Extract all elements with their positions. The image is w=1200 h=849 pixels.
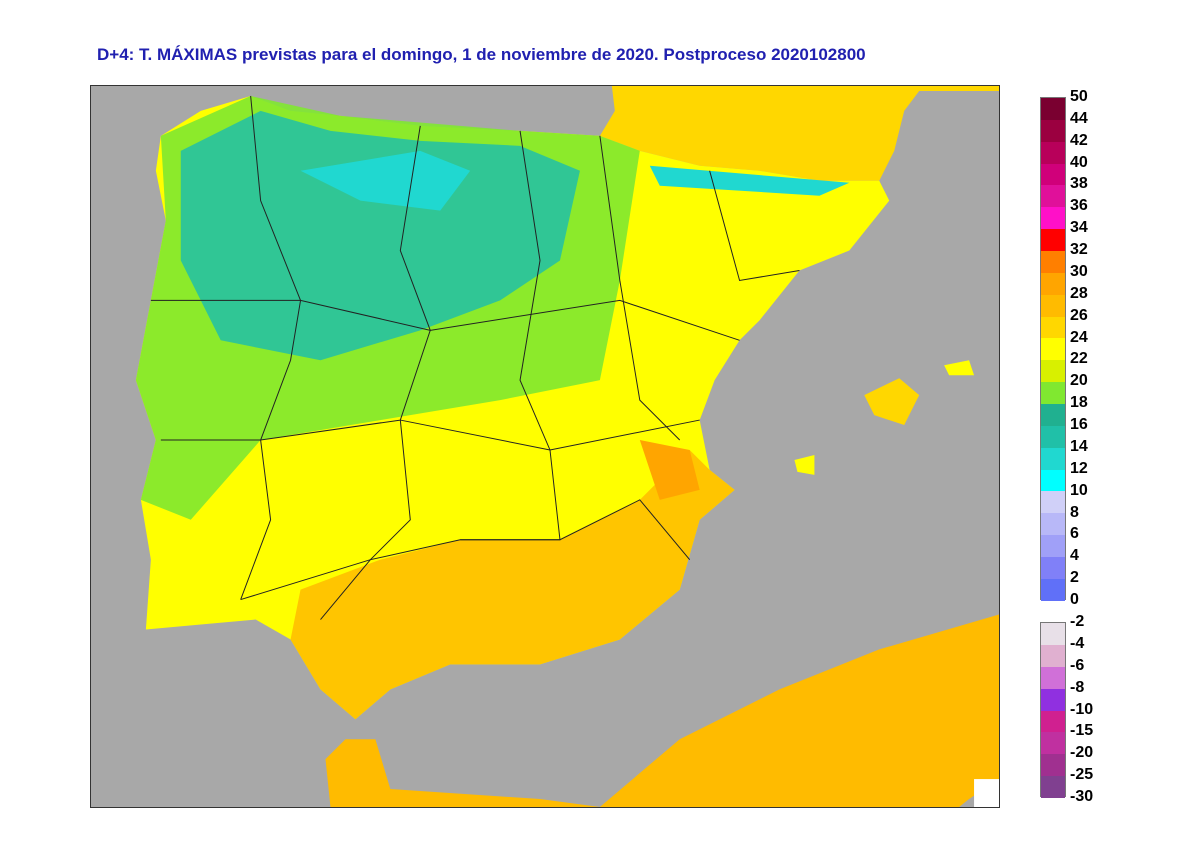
map-title: D+4: T. MÁXIMAS previstas para el doming… xyxy=(97,45,866,64)
legend-label: 40 xyxy=(1070,153,1088,171)
legend-label: 2 xyxy=(1070,569,1079,587)
legend-swatch xyxy=(1041,469,1065,492)
legend-label: 26 xyxy=(1070,306,1088,324)
legend-swatch xyxy=(1041,557,1065,579)
no-data-corner xyxy=(974,779,999,807)
legend-swatch xyxy=(1041,535,1065,558)
legend-swatch xyxy=(1041,119,1065,142)
legend-label: 0 xyxy=(1070,591,1079,608)
legend-label: -15 xyxy=(1070,722,1094,740)
legend-swatch xyxy=(1041,98,1065,120)
legend-swatch xyxy=(1041,754,1065,777)
legend-label: 34 xyxy=(1070,219,1088,237)
legend-label: 6 xyxy=(1070,525,1079,543)
france-land xyxy=(599,86,999,181)
ibiza xyxy=(794,454,815,475)
legend-label: 44 xyxy=(1070,109,1088,127)
legend-label: 8 xyxy=(1070,503,1079,521)
legend-label: 20 xyxy=(1070,372,1088,390)
legend-swatch xyxy=(1041,623,1065,645)
legend-swatch xyxy=(1041,578,1065,601)
legend-label: -30 xyxy=(1070,788,1094,805)
mountain-cyan-zone xyxy=(300,150,471,211)
legend-label: 32 xyxy=(1070,241,1088,259)
legend-swatch xyxy=(1041,688,1065,711)
legend-swatch xyxy=(1041,666,1065,689)
legend-swatch xyxy=(1041,776,1065,798)
legend-swatch xyxy=(1041,425,1065,448)
africa-land xyxy=(325,739,600,807)
legend-swatch xyxy=(1041,644,1065,667)
legend-swatch xyxy=(1041,732,1065,755)
legend-label: 4 xyxy=(1070,547,1079,565)
legend-label: 10 xyxy=(1070,481,1088,499)
legend-label: 36 xyxy=(1070,197,1088,215)
legend-swatch xyxy=(1041,710,1065,733)
temperature-map xyxy=(90,85,1000,808)
legend-lower-colorbar xyxy=(1040,622,1066,798)
legend-label: -2 xyxy=(1070,613,1085,630)
legend-swatch xyxy=(1041,294,1065,317)
legend-swatch xyxy=(1041,491,1065,514)
legend-swatch xyxy=(1041,272,1065,295)
legend-label: 38 xyxy=(1070,175,1088,193)
legend-label: -6 xyxy=(1070,656,1085,674)
legend-swatch xyxy=(1041,360,1065,383)
menorca xyxy=(944,360,975,376)
hot-spot-zone xyxy=(639,440,700,500)
mallorca xyxy=(864,378,920,426)
legend-swatch xyxy=(1041,229,1065,252)
africa-land-east xyxy=(599,614,999,807)
legend-swatch xyxy=(1041,141,1065,164)
legend-label: 42 xyxy=(1070,131,1088,149)
legend-swatch xyxy=(1041,251,1065,273)
legend-swatch xyxy=(1041,316,1065,339)
legend-swatch xyxy=(1041,338,1065,361)
south-orange-zone xyxy=(290,449,735,720)
legend-swatch xyxy=(1041,513,1065,536)
legend-label: 50 xyxy=(1070,88,1088,105)
legend-swatch xyxy=(1041,185,1065,208)
legend-label: 16 xyxy=(1070,416,1088,434)
legend-label: 24 xyxy=(1070,328,1088,346)
legend-label: 12 xyxy=(1070,459,1088,477)
legend-label: 22 xyxy=(1070,350,1088,368)
legend-swatch xyxy=(1041,404,1065,426)
legend-swatch xyxy=(1041,207,1065,230)
legend-label: -4 xyxy=(1070,634,1085,652)
legend-label: -25 xyxy=(1070,766,1094,784)
legend-label: 18 xyxy=(1070,394,1088,412)
legend-label: -8 xyxy=(1070,678,1085,696)
legend-swatch xyxy=(1041,163,1065,186)
legend-label: -10 xyxy=(1070,700,1094,718)
legend-label: 14 xyxy=(1070,437,1088,455)
legend-label: 30 xyxy=(1070,262,1088,280)
legend-upper-colorbar xyxy=(1040,97,1066,601)
legend-swatch xyxy=(1041,382,1065,405)
legend-swatch xyxy=(1041,447,1065,470)
legend-label: 28 xyxy=(1070,284,1088,302)
legend-label: -20 xyxy=(1070,744,1094,762)
province-borders xyxy=(150,95,800,620)
north-teal-zone xyxy=(180,110,580,361)
